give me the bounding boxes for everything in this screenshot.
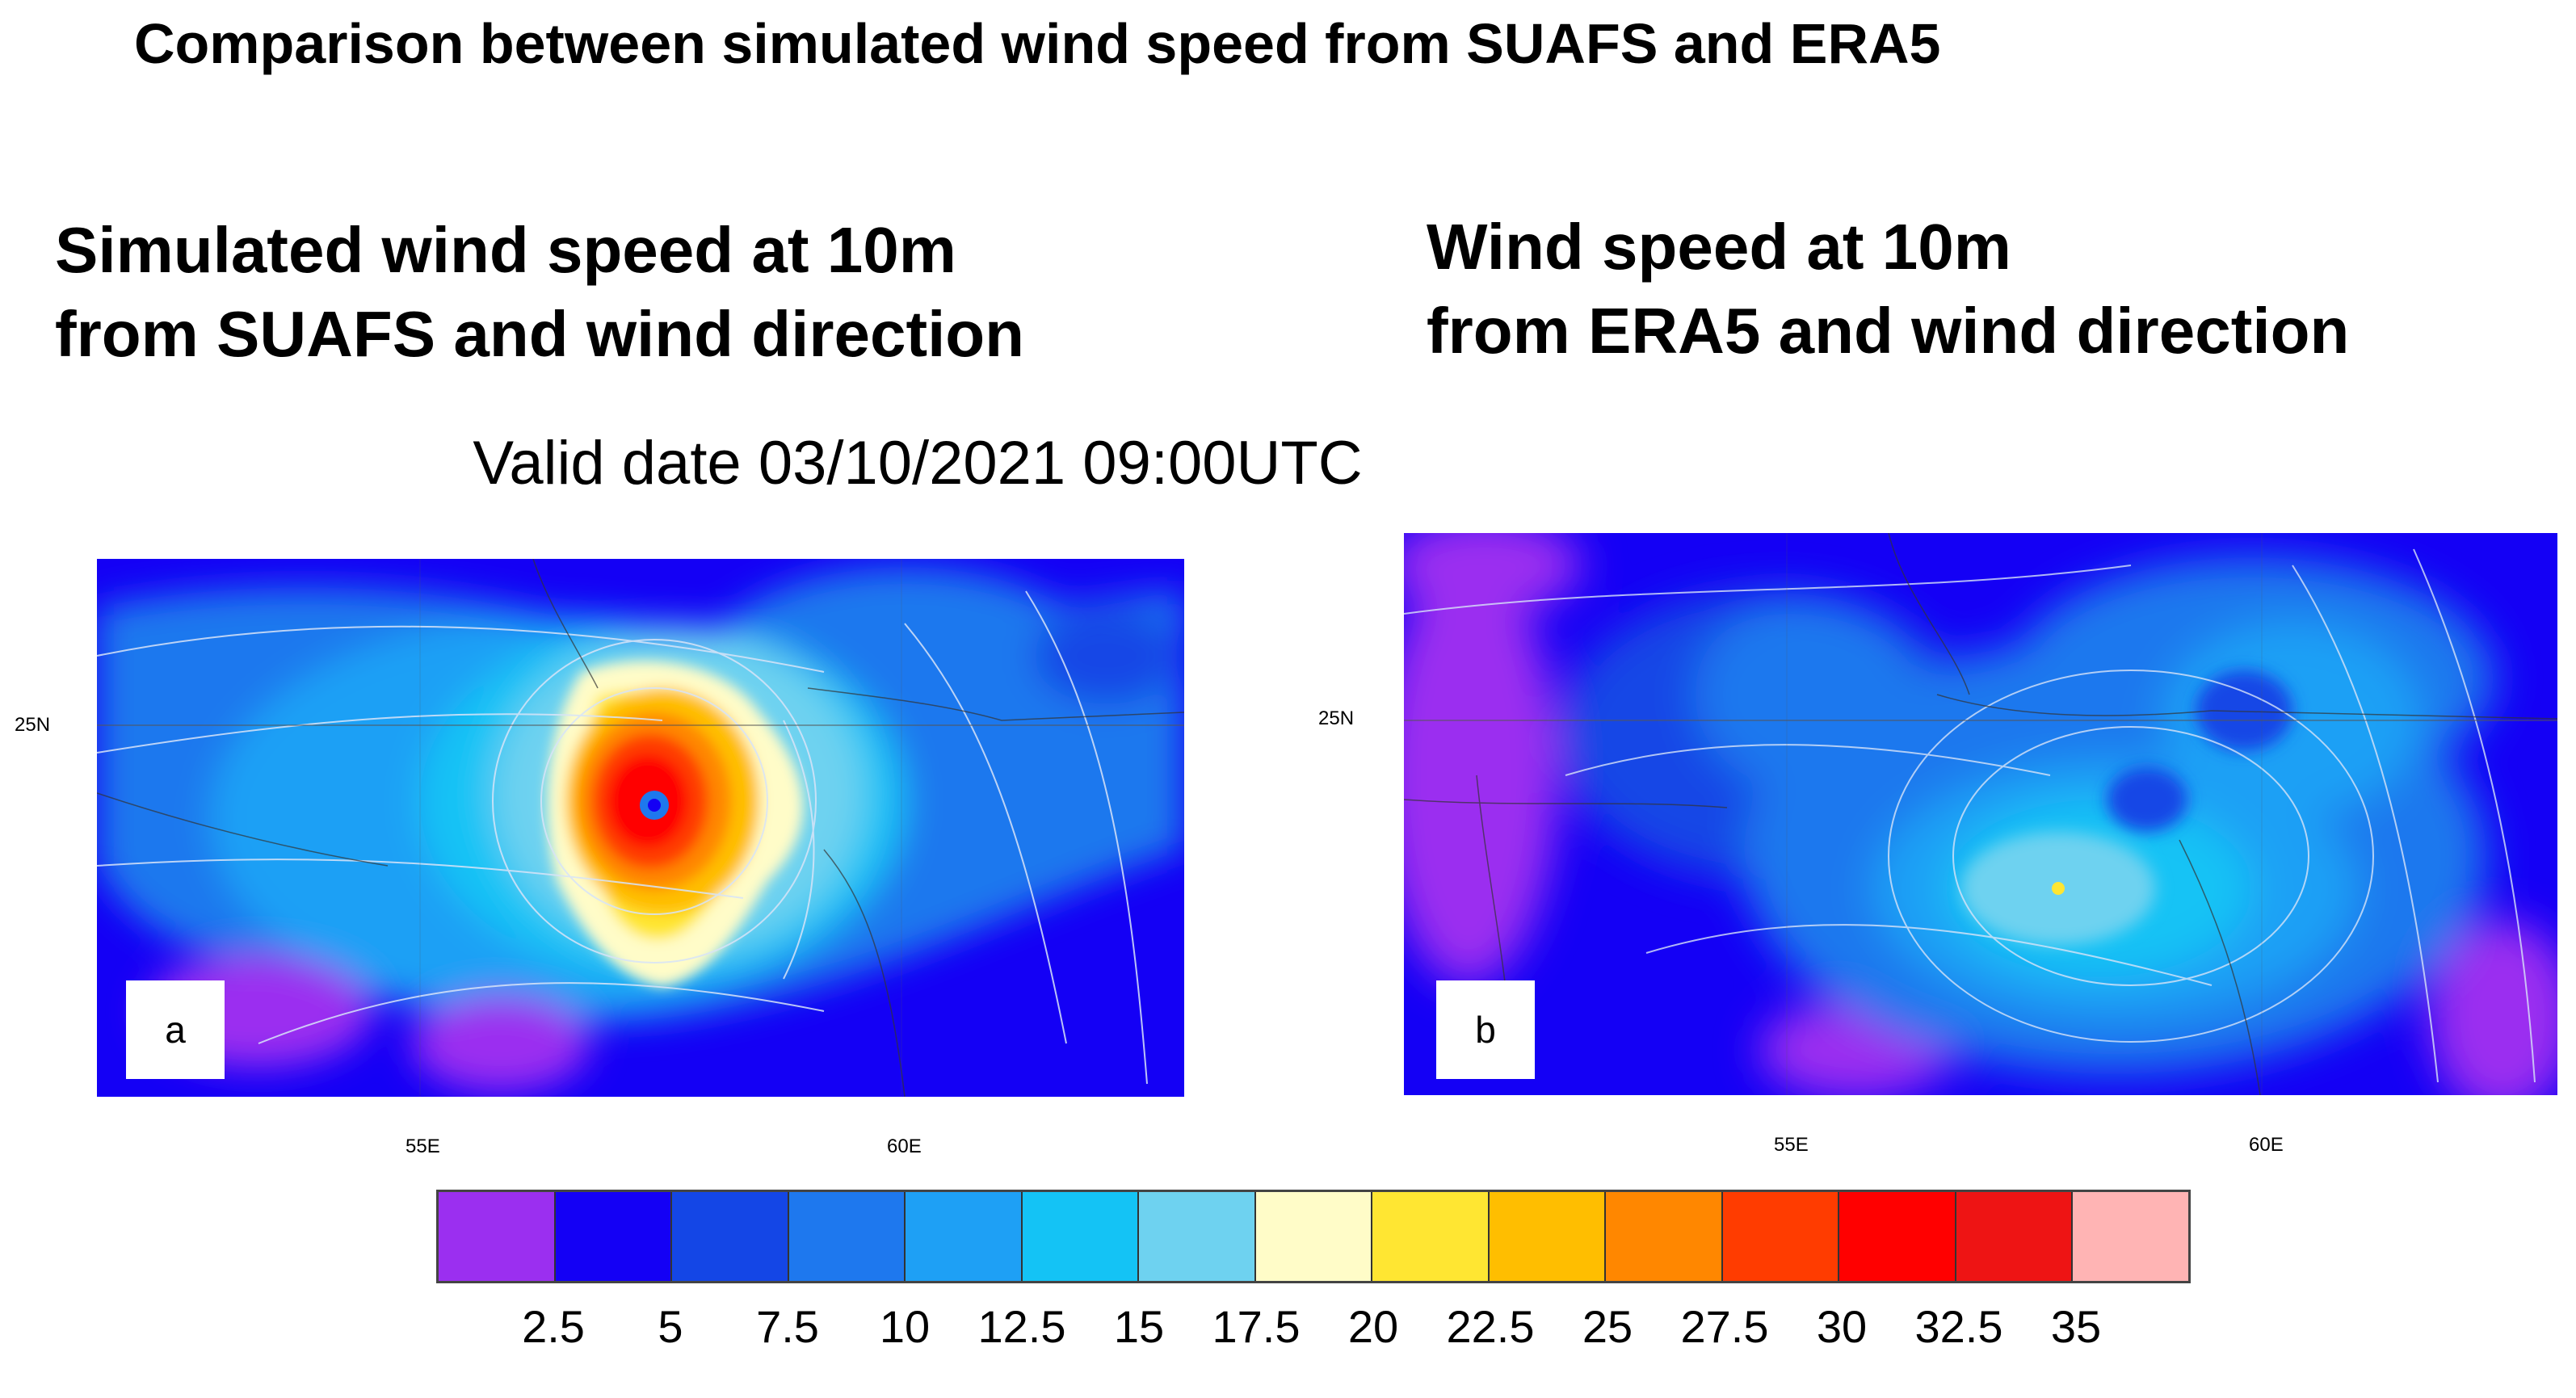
- colorbar-box-2: [555, 1192, 673, 1281]
- panel-b-letter: b: [1436, 980, 1535, 1079]
- panel-b-lat-label: 25N: [1318, 707, 1355, 729]
- panel-b-lon-label-60e: 60E: [2249, 1134, 2284, 1156]
- panel-b-title-line1: Wind speed at 10m: [1427, 211, 2011, 283]
- wind-speed-map-a: [97, 559, 1184, 1097]
- colorbar-box-12: [1722, 1192, 1840, 1281]
- panel-a-title: Simulated wind speed at 10m from SUAFS a…: [55, 208, 1024, 376]
- figure-title: Comparison between simulated wind speed …: [134, 12, 1941, 75]
- colorbar-box-10: [1489, 1192, 1607, 1281]
- colorbar: [436, 1190, 2191, 1283]
- colorbar-label-8: 20: [1347, 1301, 1399, 1352]
- colorbar-box-1: [439, 1192, 556, 1281]
- colorbar-label-11: 27.5: [1680, 1301, 1769, 1352]
- panel-a-lon-label-55e: 55E: [406, 1136, 440, 1157]
- wind-speed-map-b: [1404, 533, 2557, 1095]
- map-panel-a: [97, 559, 1184, 1097]
- panel-a-lat-label: 25N: [15, 714, 51, 736]
- colorbar-label-3: 7.5: [756, 1301, 819, 1352]
- colorbar-label-14: 35: [2050, 1301, 2102, 1352]
- panel-b-title: Wind speed at 10m from ERA5 and wind dir…: [1427, 205, 2349, 373]
- colorbar-box-14: [1956, 1192, 2074, 1281]
- colorbar-label-4: 10: [879, 1301, 931, 1352]
- colorbar-box-9: [1372, 1192, 1490, 1281]
- panel-a-letter: a: [126, 980, 225, 1079]
- colorbar-box-3: [672, 1192, 789, 1281]
- colorbar-label-9: 22.5: [1446, 1301, 1535, 1352]
- colorbar-label-2: 5: [658, 1301, 683, 1352]
- colorbar-box-13: [1839, 1192, 1956, 1281]
- panel-a-title-line1: Simulated wind speed at 10m: [55, 214, 956, 286]
- panel-a-title-line2: from SUAFS and wind direction: [55, 298, 1025, 370]
- panel-b-title-line2: from ERA5 and wind direction: [1427, 295, 2350, 367]
- colorbar-label-1: 2.5: [522, 1301, 585, 1352]
- colorbar-box-6: [1022, 1192, 1140, 1281]
- colorbar-box-4: [788, 1192, 906, 1281]
- panel-b-lon-label-55e: 55E: [1774, 1134, 1809, 1156]
- colorbar-box-15: [2073, 1192, 2188, 1281]
- colorbar-box-7: [1139, 1192, 1256, 1281]
- colorbar-label-13: 32.5: [1914, 1301, 2003, 1352]
- colorbar-label-10: 25: [1582, 1301, 1633, 1352]
- colorbar-box-5: [906, 1192, 1023, 1281]
- map-panel-b: [1404, 533, 2557, 1095]
- panel-a-lon-label-60e: 60E: [887, 1136, 922, 1157]
- colorbar-label-12: 30: [1816, 1301, 1868, 1352]
- colorbar-label-7: 17.5: [1212, 1301, 1301, 1352]
- colorbar-label-5: 12.5: [977, 1301, 1066, 1352]
- valid-date: Valid date 03/10/2021 09:00UTC: [473, 429, 1363, 497]
- colorbar-box-11: [1606, 1192, 1723, 1281]
- colorbar-box-8: [1255, 1192, 1373, 1281]
- colorbar-label-6: 15: [1113, 1301, 1165, 1352]
